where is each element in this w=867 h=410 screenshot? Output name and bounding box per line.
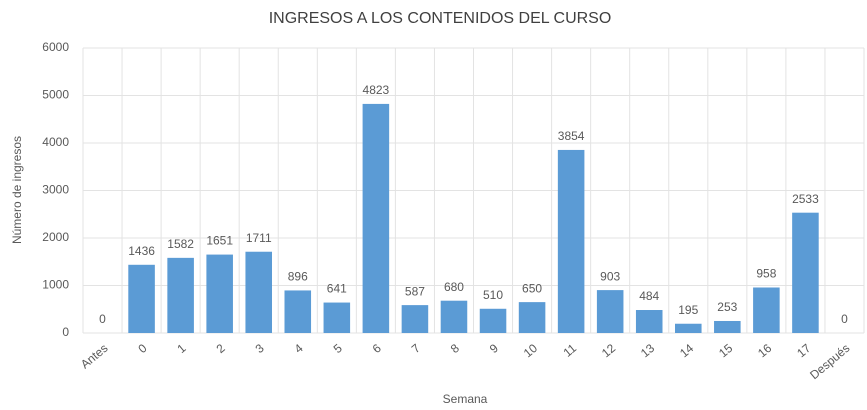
data-label: 680 [444, 280, 464, 294]
x-tick-label: 14 [677, 341, 696, 361]
x-tick-label: 16 [755, 341, 774, 361]
data-label: 484 [639, 289, 659, 303]
data-label: 958 [756, 267, 776, 281]
bar [401, 305, 429, 333]
x-tick-label: 0 [135, 341, 149, 356]
data-label: 903 [600, 269, 620, 283]
y-tick-label: 4000 [42, 135, 69, 149]
x-tick-label: 3 [253, 341, 267, 356]
data-label: 650 [522, 281, 542, 295]
data-label: 4823 [363, 83, 390, 97]
x-tick-label: 4 [292, 341, 306, 356]
bar [128, 264, 155, 333]
data-label: 253 [717, 300, 737, 314]
x-tick-label: 12 [599, 341, 618, 361]
y-tick-label: 1000 [42, 278, 69, 292]
x-tick-label: 11 [561, 341, 580, 360]
data-label: 1436 [128, 244, 155, 258]
chart-title: INGRESOS A LOS CONTENIDOS DEL CURSO [269, 10, 612, 27]
y-axis-title: Número de ingresos [10, 136, 24, 244]
data-label: 1582 [167, 237, 194, 251]
data-label: 0 [841, 312, 848, 326]
data-label: 587 [405, 284, 425, 298]
y-tick-label: 5000 [42, 88, 69, 102]
data-label: 3854 [558, 129, 585, 143]
x-tick-label: 2 [214, 341, 228, 356]
bar [714, 320, 741, 333]
bar [323, 302, 351, 333]
data-label: 0 [99, 312, 106, 326]
bar [167, 257, 194, 333]
bar [440, 300, 468, 333]
data-label: 1711 [246, 231, 272, 245]
data-label: 2533 [792, 192, 819, 206]
bar [284, 290, 312, 333]
x-tick-label: Después [807, 341, 852, 382]
x-tick-label: 17 [794, 341, 813, 361]
bar [792, 212, 819, 333]
x-tick-label: Antes [78, 341, 111, 371]
bar [557, 149, 585, 333]
bar [596, 290, 624, 333]
bar [635, 310, 663, 333]
bar [753, 287, 780, 333]
bar [362, 103, 390, 333]
y-tick-label: 0 [62, 325, 69, 339]
x-tick-label: 8 [448, 341, 462, 356]
x-tick-label: 10 [521, 341, 540, 361]
bar [518, 302, 546, 333]
data-label: 1651 [206, 234, 233, 248]
data-label: 195 [678, 303, 698, 317]
bar [245, 251, 273, 333]
y-tick-label: 2000 [42, 230, 69, 244]
x-tick-label: 9 [487, 341, 501, 356]
x-tick-label: 5 [331, 341, 345, 356]
data-label: 896 [288, 270, 308, 284]
y-tick-label: 3000 [42, 183, 69, 197]
data-label: 641 [327, 282, 347, 296]
x-tick-label: 13 [638, 341, 657, 361]
bar [479, 308, 507, 333]
data-label: 510 [483, 288, 503, 302]
x-tick-label: 1 [174, 341, 188, 356]
x-tick-label: 6 [370, 341, 384, 356]
bar [674, 323, 702, 333]
x-axis-title: Semana [443, 392, 488, 406]
bar [206, 254, 233, 333]
x-tick-label: 15 [716, 341, 735, 361]
y-tick-label: 6000 [42, 40, 69, 54]
x-tick-label: 7 [409, 341, 423, 356]
